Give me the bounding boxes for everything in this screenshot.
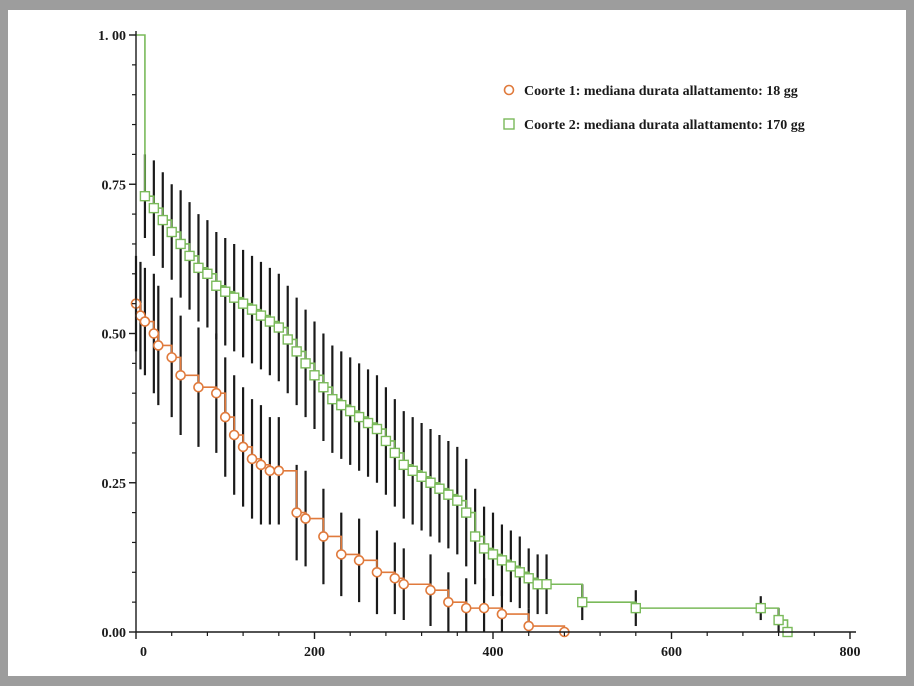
series-markers — [130, 190, 793, 638]
series-2-point — [336, 399, 347, 411]
series-1-point — [318, 531, 329, 542]
legend-marker-circle — [503, 84, 515, 96]
series-2-point — [139, 190, 151, 202]
series-2-point — [523, 573, 534, 584]
series-2-point — [318, 382, 329, 393]
series-2-point — [148, 202, 160, 214]
series-1-point — [353, 555, 365, 566]
series-1-point — [193, 381, 204, 393]
series-2-point — [425, 477, 436, 488]
series-2-point — [398, 459, 409, 471]
series-1-point — [264, 465, 276, 477]
y-tick-label: 1. 00 — [98, 29, 126, 44]
series-2-point — [443, 489, 454, 500]
series-1-point — [291, 507, 302, 518]
series-2-point — [505, 561, 517, 572]
series-2-point — [532, 579, 543, 590]
x-tick-label: 400 — [483, 645, 504, 660]
series-2-point — [202, 268, 213, 279]
y-tick-label: 0.25 — [102, 477, 127, 492]
series-2-point — [541, 579, 552, 590]
legend-label: Coorte 1: mediana durata allattamento: 1… — [524, 84, 798, 99]
series-2-point — [353, 411, 365, 423]
x-tick-label: 200 — [304, 645, 325, 660]
series-2-point — [407, 465, 418, 477]
axes: 0.00 0.25 0.50 0.75 1. 00 0 200 400 600 800 — [98, 29, 861, 660]
series-2-point — [630, 602, 641, 614]
series-2-point — [389, 447, 401, 459]
series-1-point — [219, 411, 231, 423]
series-2-point — [380, 435, 392, 447]
series-2-point — [211, 280, 222, 291]
series-2-point — [175, 238, 186, 250]
series-1-point — [153, 340, 164, 351]
series-1-line — [136, 302, 566, 632]
series-2-point — [362, 417, 374, 429]
series-1-point — [460, 602, 472, 614]
series-2-point — [157, 214, 168, 226]
series-1-point — [300, 513, 311, 524]
series-2-point — [291, 346, 302, 357]
series-2-point — [755, 602, 766, 614]
series-2-point — [264, 316, 276, 327]
series-1-point — [148, 328, 160, 339]
series-2-point — [246, 304, 258, 315]
series-1-point — [425, 584, 436, 596]
series-2-point — [327, 393, 338, 405]
series-1-point — [237, 441, 249, 453]
series-2-point — [166, 226, 177, 238]
series-2-point — [228, 292, 240, 303]
series-2-point — [577, 596, 588, 608]
series-2-point — [452, 495, 463, 506]
series-2-point — [478, 543, 490, 554]
series-1-point — [255, 459, 267, 471]
x-tick-label: 0 — [140, 645, 147, 660]
series-1-point — [371, 566, 383, 578]
y-tick-label: 0.50 — [102, 328, 127, 343]
survival-chart: 0.00 0.25 0.50 0.75 1. 00 0 200 400 600 800 Coort… — [98, 29, 861, 660]
series-2-point — [487, 549, 499, 560]
series-2-point — [461, 507, 472, 518]
series-1-point — [496, 608, 508, 620]
series-2-point — [496, 555, 508, 566]
series-1-point — [166, 352, 177, 363]
series-2-point — [220, 286, 231, 297]
series-1-point — [139, 316, 151, 327]
series-2-point — [416, 471, 427, 482]
series-2-point — [282, 334, 293, 345]
series-2-point — [255, 310, 267, 321]
legend: Coorte 1: mediana durata allattamento: 1… — [503, 84, 805, 133]
series-1-point — [273, 465, 285, 477]
legend-marker-square — [503, 118, 515, 130]
series-2-point — [469, 531, 481, 542]
series-2-point — [273, 322, 284, 333]
y-tick-label: 0.75 — [102, 178, 127, 193]
series-1-point — [228, 429, 240, 441]
series-1-point — [523, 620, 535, 632]
series-2-point — [300, 358, 311, 369]
chart-frame: 0.00 0.25 0.50 0.75 1. 00 0 200 400 600 800 Coort… — [8, 10, 906, 676]
series-1-point — [443, 596, 454, 608]
x-tick-label: 800 — [840, 645, 861, 660]
series-1-point — [211, 387, 222, 399]
series-2-point — [184, 250, 195, 262]
series-2-point — [309, 370, 320, 381]
legend-label: Coorte 2: mediana durata allattamento: 1… — [524, 118, 805, 133]
series-2-point — [371, 423, 383, 435]
y-tick-label: 0.00 — [102, 626, 127, 641]
series-2-point — [237, 298, 249, 309]
series-1-point — [335, 549, 347, 560]
series-2-point — [514, 567, 525, 578]
series-2-point — [193, 262, 204, 274]
series-1-point — [398, 578, 410, 590]
series-2-point — [434, 483, 445, 494]
x-tick-label: 600 — [661, 645, 682, 660]
series-1-point — [246, 453, 258, 465]
series-2-point — [773, 614, 784, 626]
series-1-point — [389, 572, 401, 584]
series-2-point — [345, 405, 356, 417]
confidence-intervals — [134, 154, 780, 632]
series-1-point — [175, 369, 186, 381]
series-1-point — [478, 602, 490, 614]
